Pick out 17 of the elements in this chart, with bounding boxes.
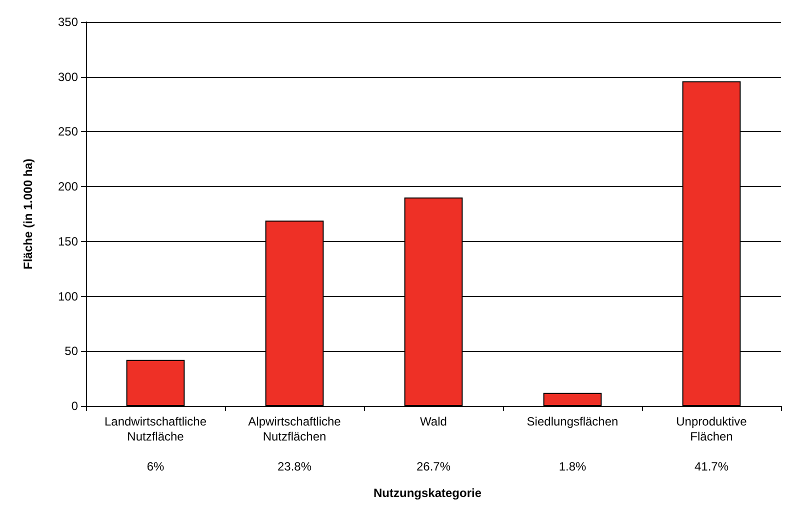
bar	[543, 392, 602, 406]
y-tick-label: 300	[58, 70, 78, 84]
y-tick-label: 250	[58, 124, 78, 139]
bar	[126, 360, 185, 406]
y-axis-title: Fläche (in 1.000 ha)	[21, 158, 35, 270]
category-label: Landwirtschaftliche Nutzfläche 6%	[104, 414, 207, 474]
y-tick-label: 150	[58, 234, 78, 248]
category-label: Unproduktive Flächen 41.7%	[676, 414, 747, 474]
y-tick-label: 50	[64, 344, 78, 358]
y-tick-label: 200	[58, 180, 78, 194]
category-label: Wald 26.7%	[416, 414, 451, 474]
category-label: Alpwirtschaftliche Nutzflächen 23.8%	[248, 414, 341, 474]
y-tick-label: 0	[71, 399, 78, 413]
category-label: Siedlungsflächen 1.8%	[526, 414, 618, 474]
y-tick-label: 100	[58, 289, 78, 304]
text: Nutzungskategorie	[374, 486, 482, 500]
y-tick-label: 350	[58, 15, 78, 29]
